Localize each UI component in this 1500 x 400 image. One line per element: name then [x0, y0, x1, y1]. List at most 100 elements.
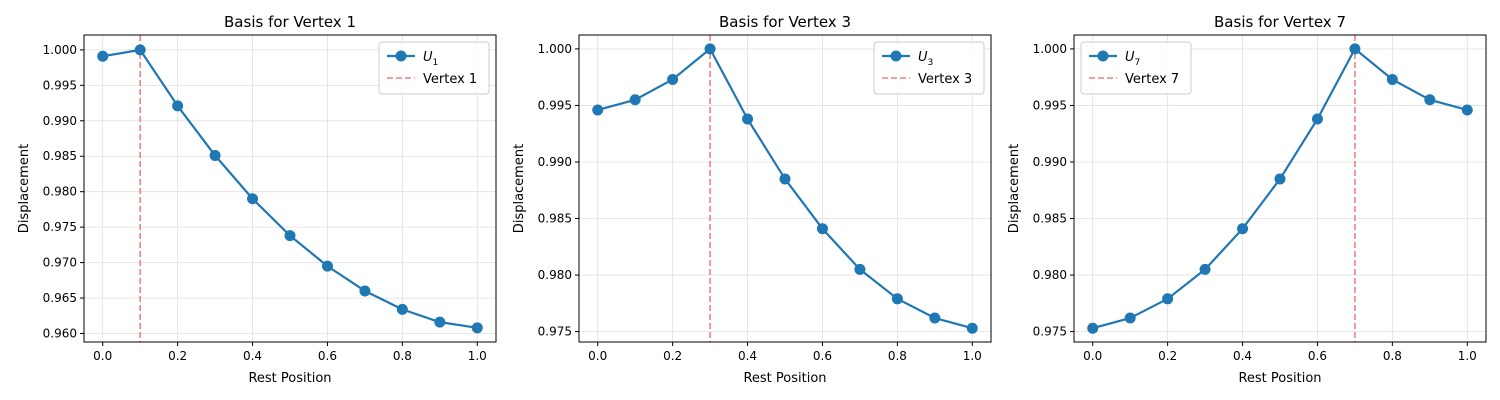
y-tick-label: 0.985: [1033, 212, 1067, 226]
data-point: [966, 322, 978, 334]
x-tick-label: 0.2: [168, 349, 187, 363]
data-point: [592, 104, 604, 116]
y-tick-label: 0.990: [43, 114, 77, 128]
data-point: [854, 263, 866, 275]
data-point: [209, 150, 221, 162]
legend-series-marker: [395, 50, 407, 62]
legend-series-name: U: [423, 50, 433, 65]
chart-panel-1: 0.0 0.2 0.4 0.6 0.8 1.0 0.960 0.965 0.970 0.975 0.…: [17, 13, 497, 386]
legend-series-subscript: 1: [433, 58, 439, 68]
y-tick-label: 0.975: [538, 325, 572, 339]
data-point: [172, 100, 184, 112]
x-tick-label: 1.0: [468, 349, 487, 363]
y-tick-label: 0.980: [538, 268, 572, 282]
x-tick-label: 0.6: [318, 349, 337, 363]
data-point: [1424, 94, 1436, 106]
data-point: [1349, 43, 1361, 55]
axes-frame: [1073, 34, 1487, 343]
x-tick-label: 0.0: [1083, 349, 1102, 363]
y-tick-label: 0.985: [538, 212, 572, 226]
data-point: [1311, 113, 1323, 125]
chart-title: Basis for Vertex 7: [1214, 13, 1346, 31]
x-tick-label: 0.4: [243, 349, 262, 363]
axes-frame: [578, 34, 992, 343]
y-tick-label: 0.975: [1033, 325, 1067, 339]
legend-series-label: U3: [918, 50, 933, 68]
x-axis-label: Rest Position: [1238, 371, 1321, 386]
legend-series-subscript: 3: [928, 58, 934, 68]
data-point: [471, 322, 483, 334]
data-point: [434, 316, 446, 328]
data-point: [359, 285, 371, 297]
data-point: [1199, 263, 1211, 275]
legend-series-label: U1: [423, 50, 438, 68]
y-tick-label: 0.975: [43, 220, 77, 234]
y-tick-label: 0.965: [43, 291, 77, 305]
x-tick-label: 0.0: [588, 349, 607, 363]
y-tick-label: 0.980: [1033, 268, 1067, 282]
y-tick-label: 0.985: [43, 149, 77, 163]
data-point: [816, 223, 828, 235]
x-tick-label: 0.4: [738, 349, 757, 363]
legend-series-marker: [1097, 50, 1109, 62]
y-tick-label: 0.995: [1033, 98, 1067, 112]
y-tick-label: 0.995: [43, 78, 77, 92]
legend-vline-label: Vertex 1: [423, 72, 477, 87]
y-axis-label: Displacement: [17, 144, 32, 233]
x-tick-label: 0.6: [813, 349, 832, 363]
data-point: [97, 50, 109, 62]
data-point: [321, 260, 333, 272]
legend-series-label: U7: [1125, 50, 1140, 68]
chart-panel-3: 0.0 0.2 0.4 0.6 0.8 1.0 0.975 0.980 0.985 0.990 0.…: [1007, 13, 1487, 386]
y-tick-label: 0.990: [1033, 155, 1067, 169]
x-tick-label: 1.0: [963, 349, 982, 363]
y-tick-label: 0.995: [538, 98, 572, 112]
x-tick-label: 0.6: [1308, 349, 1327, 363]
data-point: [396, 303, 408, 315]
x-tick-label: 0.2: [663, 349, 682, 363]
y-tick-label: 0.980: [43, 185, 77, 199]
data-point: [1162, 293, 1174, 305]
data-point: [704, 43, 716, 55]
data-point: [1087, 322, 1099, 334]
x-tick-label: 0.4: [1233, 349, 1252, 363]
y-axis-label: Displacement: [512, 144, 527, 233]
x-tick-label: 0.8: [888, 349, 907, 363]
data-point: [742, 113, 754, 125]
y-tick-label: 0.970: [43, 256, 77, 270]
legend-vline-label: Vertex 3: [918, 72, 972, 87]
data-point: [1124, 312, 1136, 324]
y-tick-label: 0.960: [43, 326, 77, 340]
x-axis-label: Rest Position: [743, 371, 826, 386]
data-point: [629, 94, 641, 106]
data-point: [929, 312, 941, 324]
legend-series-marker: [890, 50, 902, 62]
axes-frame: [83, 34, 497, 343]
legend: U1 Vertex 1: [378, 41, 490, 95]
chart-title: Basis for Vertex 3: [719, 13, 851, 31]
data-point: [667, 73, 679, 85]
data-point: [1461, 104, 1473, 116]
chart-panel-2: 0.0 0.2 0.4 0.6 0.8 1.0 0.975 0.980 0.985 0.990 0.…: [512, 13, 992, 386]
x-tick-label: 0.0: [93, 349, 112, 363]
y-tick-label: 0.990: [538, 155, 572, 169]
data-point: [891, 293, 903, 305]
legend: U7 Vertex 7: [1080, 41, 1192, 95]
y-tick-label: 1.000: [538, 42, 572, 56]
x-tick-label: 0.8: [393, 349, 412, 363]
x-tick-label: 0.2: [1158, 349, 1177, 363]
data-point: [779, 173, 791, 185]
y-axis-label: Displacement: [1007, 144, 1022, 233]
data-point: [247, 193, 259, 205]
legend: U3 Vertex 3: [873, 41, 985, 95]
chart-title: Basis for Vertex 1: [224, 13, 356, 31]
legend-vline-label: Vertex 7: [1125, 72, 1179, 87]
data-point: [284, 230, 296, 242]
legend-series-name: U: [1125, 50, 1135, 65]
x-axis-label: Rest Position: [248, 371, 331, 386]
y-tick-label: 1.000: [1033, 42, 1067, 56]
legend-series-name: U: [918, 50, 928, 65]
x-tick-label: 0.8: [1383, 349, 1402, 363]
data-point: [1386, 73, 1398, 85]
